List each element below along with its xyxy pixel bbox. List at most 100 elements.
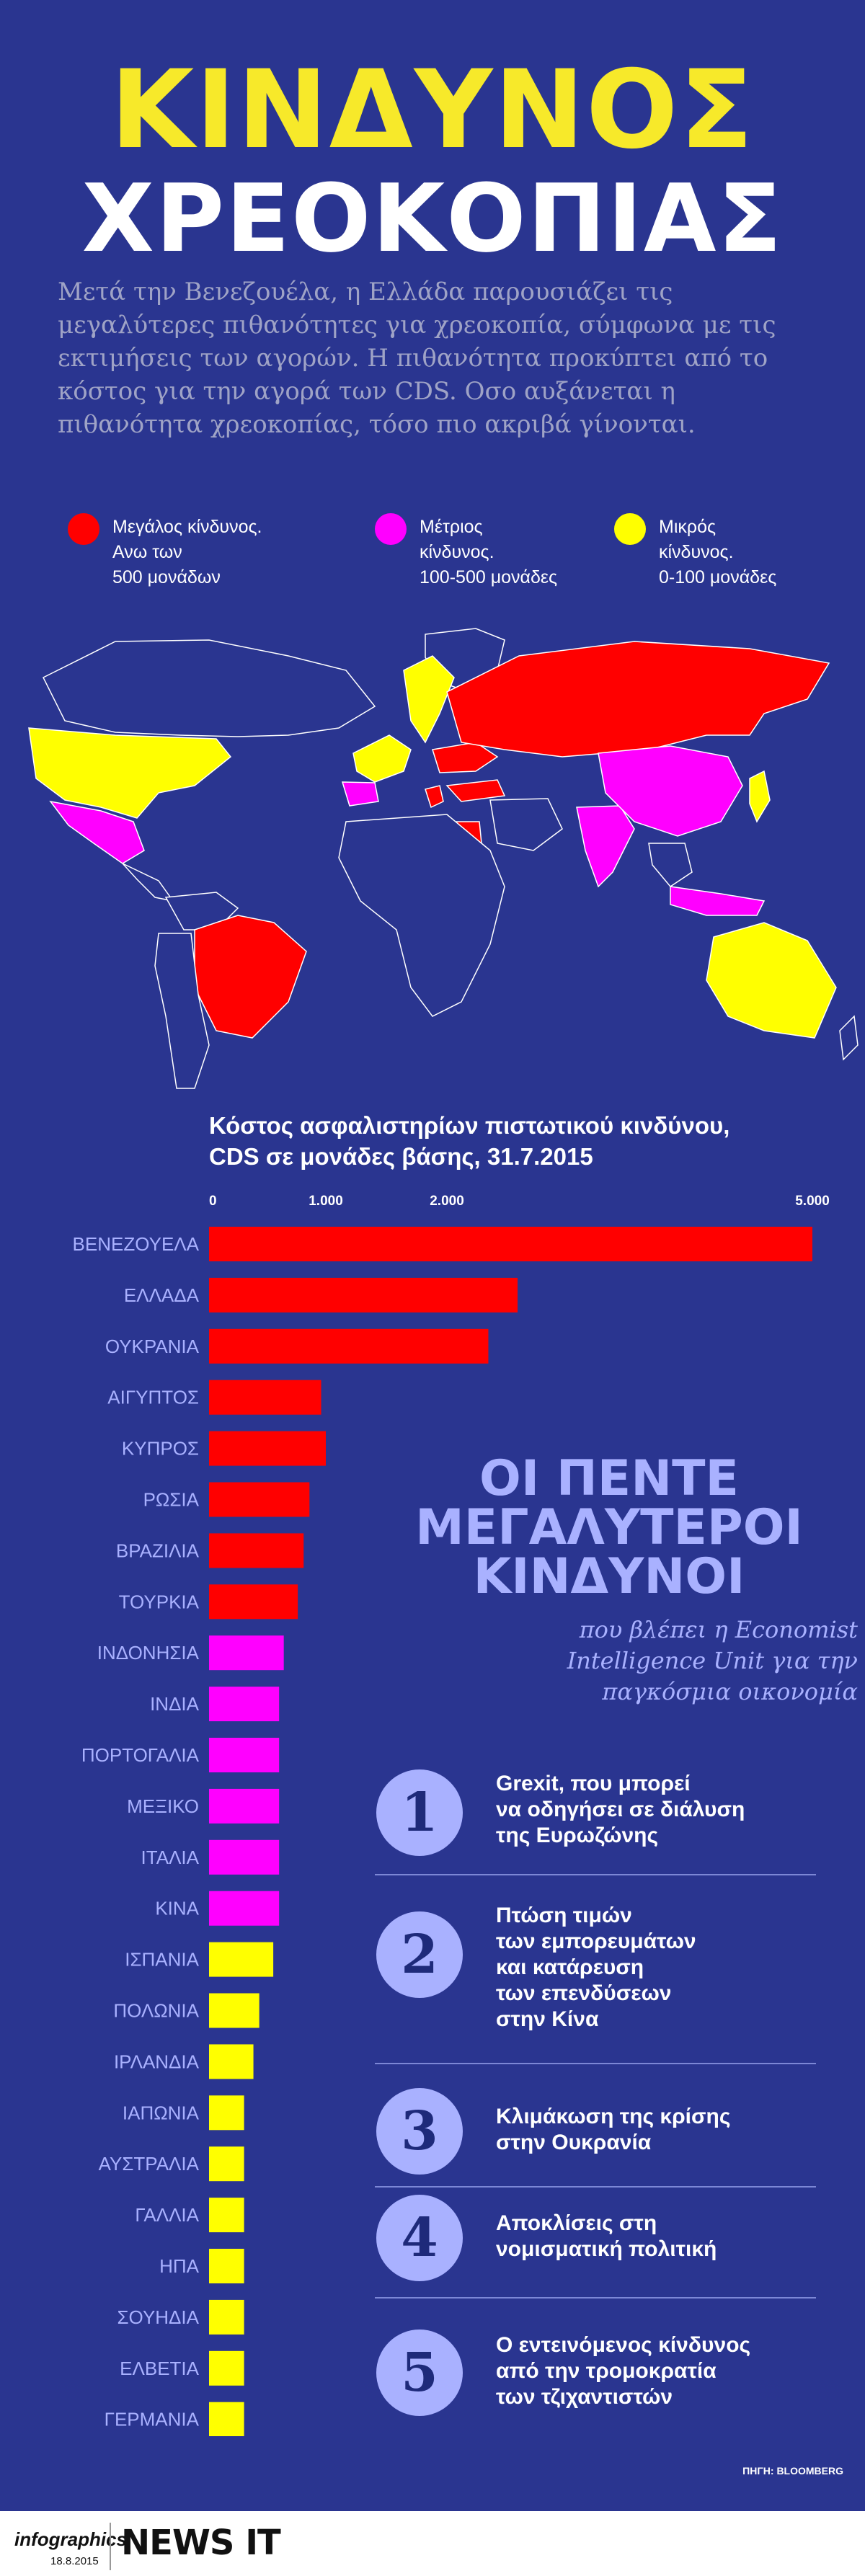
bar [209, 2146, 244, 2182]
bar [209, 1584, 298, 1620]
bar [209, 1891, 280, 1926]
risks-title: ΟΙ ΠΕΝΤΕ ΜΕΓΑΛΥΤΕΡΟΙ ΚΙΝΔΥΝΟΙ [415, 1450, 803, 1605]
map-country-africa [338, 814, 505, 1017]
category-label: ΙΝΔΟΝΗΣΙΑ [97, 1642, 200, 1664]
map-country-middle-east [489, 798, 563, 851]
map-country-new-zealand [839, 1015, 859, 1061]
bar [209, 1788, 280, 1824]
category-label: ΣΟΥΗΔΙΑ [117, 2306, 199, 2328]
map-country-india [576, 805, 635, 888]
risk-number-4: 4 [376, 2195, 463, 2281]
map-country-australia [706, 922, 837, 1039]
legend-label-medium: Μέτριος κίνδυνος. 100-500 μονάδες [420, 517, 558, 587]
bar [209, 1227, 812, 1261]
bar [209, 1328, 489, 1364]
category-label: ΚΙΝΑ [155, 1898, 199, 1919]
bar [209, 1635, 284, 1671]
map-country-russia [446, 641, 830, 758]
risk-text-2: Πτώση τιμών των εμπορευμάτων και κατάρευ… [496, 1904, 696, 2031]
map-country-canada [42, 639, 376, 737]
risk-number-2: 2 [376, 1911, 463, 1998]
map-country-western-europe [352, 734, 412, 783]
legend-dot-low [614, 513, 646, 545]
bar [209, 2044, 254, 2079]
legend-dot-high [68, 513, 99, 545]
risk-divider [375, 2186, 816, 2188]
risk-number-3: 3 [376, 2088, 463, 2175]
footer-logo: NEWS IT [121, 2523, 281, 2563]
category-label: ΠΟΛΩΝΙΑ [113, 2000, 199, 2022]
risks-subtitle: που βλέπει η Economist Intelligence Unit… [567, 1616, 858, 1705]
infographic-panel: ΚΙΝΔΥΝΟΣ ΧΡΕΟΚΟΠΙΑΣ Μετά την Βενεζουέλα,… [0, 0, 865, 2511]
map-country-japan [749, 770, 771, 823]
map-country-south-america-west [154, 933, 210, 1089]
category-label: ΙΣΠΑΝΙΑ [125, 1949, 199, 1971]
x-tick-label: 2.000 [430, 1194, 464, 1209]
category-label: ΙΝΔΙΑ [150, 1693, 200, 1715]
category-label: ΙΡΛΑΝΔΙΑ [114, 2051, 200, 2072]
bar [209, 1839, 280, 1875]
map-country-usa [28, 727, 232, 819]
intro-text: Μετά την Βενεζουέλα, η Ελλάδα παρουσιάζε… [58, 277, 776, 439]
legend-dot-medium [375, 513, 407, 545]
bar [209, 1482, 310, 1517]
footer-divider [110, 2523, 111, 2570]
category-label: ΤΟΥΡΚΙΑ [119, 1591, 200, 1612]
risk-text-4: Αποκλίσεις στη νομισματική πολιτική [496, 2211, 717, 2261]
map-country-central-america [122, 863, 174, 902]
risk-text-3: Κλιμάκωση της κρίσης στην Ουκρανία [496, 2105, 731, 2154]
category-label: ΒΕΝΕΖΟΥΕΛΑ [73, 1233, 200, 1255]
category-label: ΕΛΒΕΤΙΑ [120, 2358, 199, 2379]
legend-label-low: Μικρός κίνδυνος. 0-100 μονάδες [659, 517, 777, 587]
category-label: ΡΩΣΙΑ [143, 1489, 200, 1511]
map-country-turkey [445, 779, 506, 802]
bar [209, 1533, 304, 1568]
bar [209, 2198, 244, 2233]
cds-bar-chart: 0 1.000 2.000 5.000 ΒΕΝΕΖΟΥΕΛΑ ΕΛΛΑΔΑ ΟΥΚΡΑΝΙΑ… [73, 1194, 830, 2436]
map-country-greece [425, 785, 444, 809]
bar [209, 1687, 280, 1722]
category-label: ΗΠΑ [159, 2255, 200, 2277]
bar [209, 2350, 244, 2386]
category-label: ΑΙΓΥΠΤΟΣ [107, 1387, 199, 1408]
category-label: ΓΕΡΜΑΝΙΑ [105, 2409, 200, 2430]
map-country-southeast-asia [648, 843, 693, 887]
bar [209, 2299, 244, 2335]
bar [209, 1942, 274, 1977]
risk-divider [375, 2297, 816, 2299]
map-country-mexico [49, 800, 145, 864]
category-label: ΟΥΚΡΑΝΙΑ [105, 1336, 200, 1357]
category-label: ΠΟΡΤΟΓΑΛΙΑ [81, 1744, 200, 1766]
x-tick-label: 5.000 [795, 1194, 830, 1209]
risk-divider [375, 2063, 816, 2064]
bar [209, 2249, 244, 2283]
main-title-line2: ΧΡΕΟΚΟΠΙΑΣ [81, 164, 784, 273]
bar [209, 1993, 260, 2028]
footer-brand: infographics [14, 2528, 128, 2550]
bar [209, 2402, 244, 2436]
x-tick-label: 0 [209, 1194, 217, 1209]
category-label: ΒΡΑΖΙΛΙΑ [116, 1540, 200, 1561]
category-label: ΑΥΣΤΡΑΛΙΑ [99, 2153, 200, 2175]
main-title-line1: ΚΙΝΔΥΝΟΣ [110, 48, 755, 173]
category-label: ΙΑΠΩΝΙΑ [123, 2102, 200, 2123]
map-country-china [598, 745, 743, 837]
risk-text-1: Grexit, που μπορεί να οδηγήσει σε διάλυσ… [496, 1772, 745, 1847]
bar [209, 2095, 244, 2131]
footer-date: 18.8.2015 [50, 2555, 99, 2567]
world-risk-map [28, 628, 859, 1089]
category-label: ΚΥΠΡΟΣ [122, 1438, 199, 1460]
bar [209, 1738, 280, 1772]
map-country-portugal-spain [341, 781, 379, 807]
risk-text-5: Ο εντεινόμενος κίνδυνος από την τρομοκρα… [496, 2333, 751, 2409]
category-label: ΜΕΞΙΚΟ [127, 1795, 199, 1817]
map-country-nordics [403, 655, 455, 744]
x-tick-label: 1.000 [309, 1194, 343, 1209]
bar [209, 1380, 321, 1415]
bar [209, 1431, 326, 1466]
risk-divider [375, 1874, 816, 1875]
bar [209, 1277, 518, 1313]
map-country-indonesia [670, 886, 766, 916]
chart-title: Κόστος ασφαλιστηρίων πιστωτικού κινδύνου… [209, 1112, 730, 1170]
